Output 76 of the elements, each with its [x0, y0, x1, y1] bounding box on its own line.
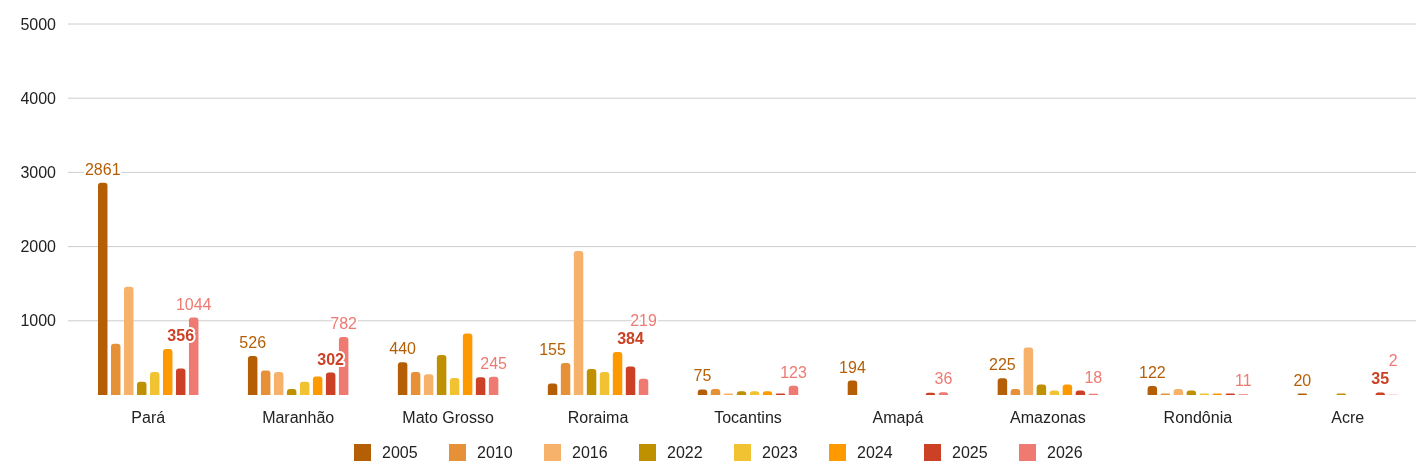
data-label: 245	[480, 354, 508, 372]
bar	[1023, 347, 1034, 395]
bar	[612, 351, 623, 395]
bar	[423, 374, 434, 395]
legend-label: 2010	[477, 444, 513, 461]
data-label: 11	[1235, 371, 1252, 389]
bar	[175, 368, 186, 395]
data-label: 384	[617, 329, 644, 347]
data-label: 123	[780, 363, 807, 381]
y-tick-label: 5000	[20, 15, 57, 33]
data-label: 219	[630, 311, 657, 329]
bar	[475, 377, 486, 395]
data-label: 782	[330, 314, 358, 332]
x-tick-label: Amazonas	[1010, 409, 1086, 426]
bar	[997, 378, 1008, 395]
x-tick-label: Mato Grosso	[402, 409, 494, 426]
y-tick-label: 1000	[20, 312, 57, 330]
x-tick-label: Maranhão	[262, 409, 335, 426]
bar	[299, 381, 310, 395]
bar	[638, 378, 649, 395]
bar	[162, 349, 173, 395]
data-label: 36	[934, 370, 953, 388]
bar	[273, 372, 284, 395]
legend-label: 2023	[762, 444, 798, 461]
x-tick-label: Acre	[1331, 409, 1365, 426]
bar	[123, 286, 134, 395]
data-label: 526	[239, 333, 267, 351]
x-tick-label: Pará	[131, 409, 166, 426]
data-label: 20	[1293, 371, 1312, 389]
bar	[625, 366, 636, 395]
y-tick-label: 2000	[20, 238, 57, 256]
bar	[847, 380, 858, 395]
x-tick-label: Rondônia	[1163, 409, 1233, 426]
bar	[573, 251, 584, 395]
legend-label: 2024	[857, 444, 893, 461]
y-tick-label: 4000	[20, 89, 57, 107]
bar	[599, 372, 610, 395]
x-tick-label: Tocantins	[714, 409, 782, 426]
bar	[312, 376, 323, 395]
data-label: 2	[1388, 352, 1398, 370]
bar	[410, 372, 421, 395]
bar	[149, 372, 160, 395]
legend-label: 2022	[667, 444, 703, 461]
data-label: 440	[389, 340, 417, 358]
bar	[436, 354, 447, 395]
data-label: 2861	[84, 160, 121, 178]
data-label: 75	[693, 367, 712, 385]
legend-label: 2026	[1047, 444, 1083, 461]
data-label: 155	[539, 341, 567, 359]
bar	[325, 372, 336, 395]
data-label: 18	[1084, 368, 1103, 386]
data-label: 122	[1138, 363, 1166, 381]
y-tick-label: 3000	[20, 164, 57, 181]
bar	[586, 369, 597, 395]
bar	[547, 383, 558, 395]
x-tick-label: Amapá	[872, 409, 924, 426]
bar	[260, 370, 271, 395]
data-label: 225	[989, 356, 1016, 374]
legend-label: 2016	[572, 444, 608, 461]
bar	[1062, 384, 1073, 395]
bar	[110, 343, 121, 395]
bar	[488, 376, 499, 395]
bar	[136, 381, 147, 395]
bar	[1036, 384, 1047, 395]
bar	[560, 363, 571, 395]
bar	[247, 355, 258, 395]
bar	[449, 377, 460, 395]
x-tick-label: Roraima	[567, 409, 629, 426]
bar	[462, 333, 473, 395]
bar	[97, 182, 108, 395]
data-label: 35	[1371, 370, 1390, 388]
data-label: 194	[839, 358, 866, 376]
legend-label: 2005	[382, 444, 418, 461]
bar	[397, 362, 408, 395]
data-label: 1044	[175, 295, 212, 313]
legend-label: 2025	[952, 444, 988, 461]
